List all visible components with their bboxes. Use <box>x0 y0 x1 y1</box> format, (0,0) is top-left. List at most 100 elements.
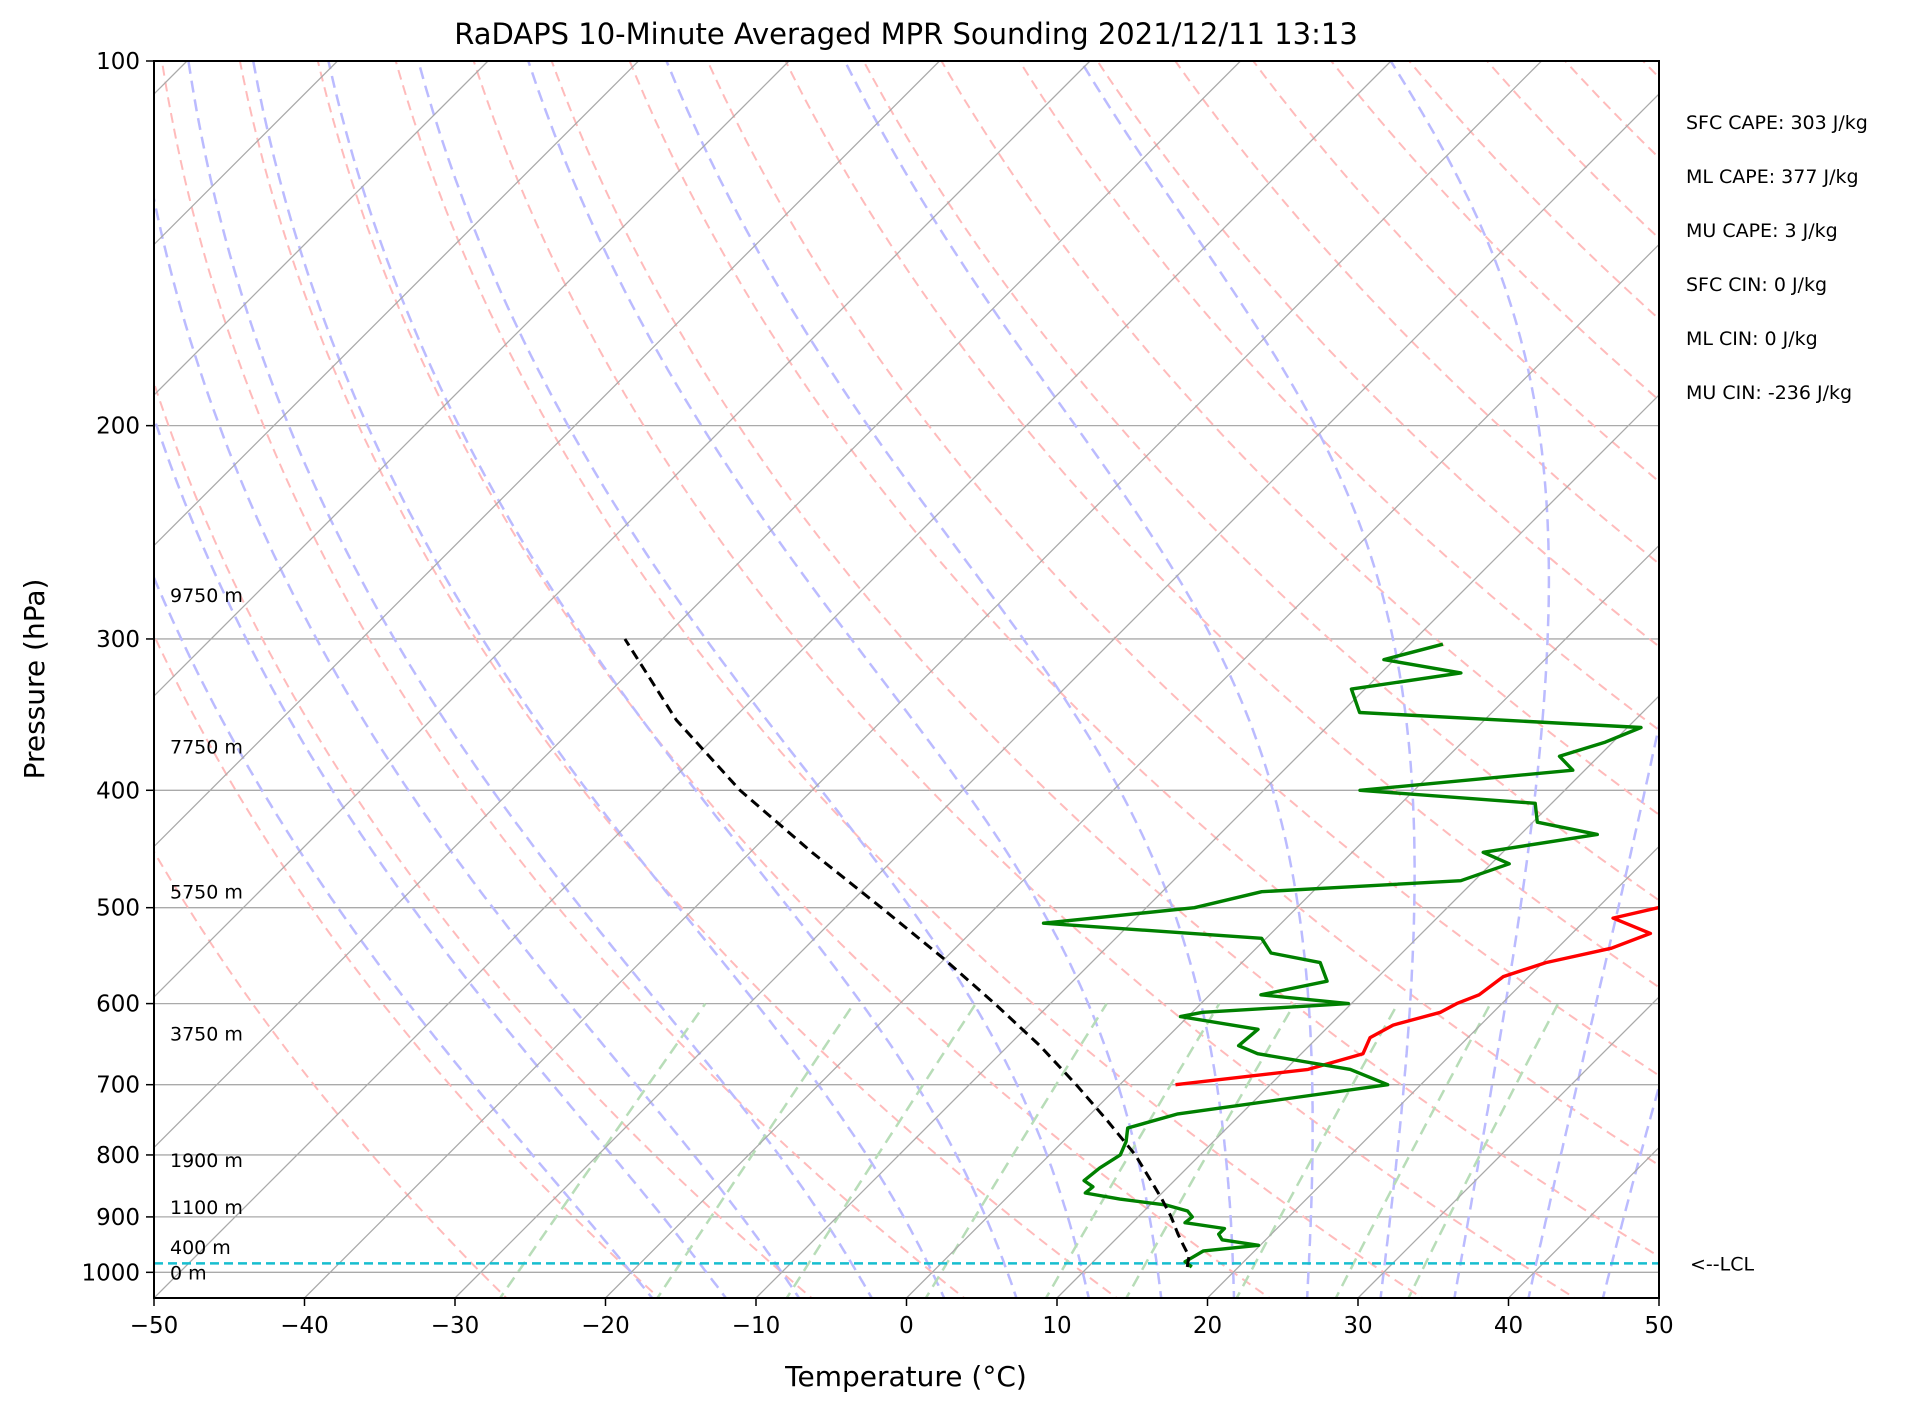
dry-adiabat <box>550 61 1659 1258</box>
height-label: 400 m <box>170 1237 231 1259</box>
height-label: 1100 m <box>170 1197 243 1219</box>
moist-adiabat <box>665 61 1236 1298</box>
y-tick-label: 200 <box>96 414 140 440</box>
temperature-profile <box>1175 905 1659 1087</box>
mixing-ratio-line <box>655 1002 855 1298</box>
moist-adiabats <box>154 61 1659 1298</box>
dry-adiabat <box>316 61 1272 1298</box>
dry-adiabat <box>1407 61 1659 321</box>
moist-adiabat <box>154 574 654 1298</box>
y-tick-label: 400 <box>96 778 140 804</box>
x-tick-label: 0 <box>899 1313 914 1339</box>
height-label: 1900 m <box>170 1150 243 1172</box>
height-labels: 0 m 400 m 1100 m 1900 m 3750 m 5750 m 7750 m 97… <box>170 585 243 1284</box>
x-axis-ticks: −50 −40 −30 −20 −10 0 10 20 30 40 50 <box>130 1298 1674 1339</box>
dewpoint-profile <box>1041 642 1643 1269</box>
mixing-ratio-line <box>498 1002 707 1298</box>
stats-panel: SFC CAPE: 303 J/kg ML CAPE: 377 J/kg MU CA… <box>1686 112 1868 404</box>
dry-adiabat <box>784 61 1659 989</box>
moist-adiabat <box>327 61 1018 1298</box>
dry-adiabat <box>1018 61 1659 732</box>
stat-label: SFC CAPE: 303 J/kg <box>1686 112 1868 134</box>
isotherm <box>154 61 489 396</box>
y-tick-label: 700 <box>96 1073 140 1099</box>
dry-adiabat <box>940 61 1659 816</box>
isotherm <box>454 93 1659 1298</box>
x-tick-label: −30 <box>431 1313 480 1339</box>
moist-adiabat <box>527 61 1163 1298</box>
stat-label: MU CIN: -236 J/kg <box>1686 382 1852 404</box>
isotherm <box>1357 996 1659 1298</box>
dry-adiabat <box>628 61 1659 1167</box>
stat-label: ML CAPE: 377 J/kg <box>1686 166 1859 188</box>
x-tick-label: −40 <box>280 1313 329 1339</box>
parcel-profile <box>623 638 1191 1268</box>
mixing-ratio-line <box>1044 1002 1221 1298</box>
x-tick-label: 30 <box>1343 1313 1372 1339</box>
dry-adiabats <box>154 61 1659 1298</box>
skewed-isotherms <box>154 61 1911 1298</box>
isotherm <box>154 61 940 848</box>
moist-adiabat <box>1079 61 1416 1298</box>
moist-adiabat <box>1527 720 1659 1298</box>
mixing-ratio-line <box>1235 1002 1399 1298</box>
x-tick-label: 20 <box>1193 1313 1222 1339</box>
height-label: 0 m <box>170 1262 207 1284</box>
pressure-gridlines <box>154 61 1659 1273</box>
mixing-ratio-lines <box>498 1002 1560 1298</box>
dry-adiabat <box>154 849 508 1298</box>
dry-adiabat <box>1096 61 1659 648</box>
isotherm <box>1207 845 1659 1298</box>
mixing-ratio-line <box>1334 1003 1492 1298</box>
dry-adiabat <box>154 379 814 1298</box>
isotherm <box>304 61 1542 1298</box>
mixing-ratio-line <box>1124 1002 1296 1298</box>
isotherm <box>1658 1297 1659 1298</box>
moist-adiabat <box>1601 1081 1659 1298</box>
moist-adiabat <box>843 61 1314 1298</box>
y-tick-label: 300 <box>96 627 140 653</box>
isotherm <box>154 61 1241 1149</box>
height-label: 5750 m <box>170 882 243 904</box>
y-tick-label: 100 <box>96 49 140 75</box>
dry-adiabat <box>472 61 1577 1298</box>
moist-adiabat <box>1389 61 1551 1298</box>
lcl-label: <--LCL <box>1690 1253 1754 1275</box>
moist-adiabat <box>154 193 801 1298</box>
isotherm <box>154 61 639 547</box>
chart-title: RaDAPS 10-Minute Averaged MPR Sounding 2… <box>454 17 1358 51</box>
moist-adiabat <box>417 61 1090 1298</box>
x-tick-label: −10 <box>732 1313 781 1339</box>
sounding-series <box>623 638 1659 1269</box>
plot-area: 0 m 400 m 1100 m 1900 m 3750 m 5750 m 7750 m 97… <box>154 61 1911 1298</box>
x-axis-label: Temperature (°C) <box>784 1360 1027 1393</box>
y-tick-label: 800 <box>96 1143 140 1169</box>
y-tick-label: 1000 <box>81 1260 140 1286</box>
stat-label: MU CAPE: 3 J/kg <box>1686 220 1838 242</box>
x-tick-label: 40 <box>1494 1313 1523 1339</box>
dry-adiabat <box>394 61 1424 1298</box>
stat-label: ML CIN: 0 J/kg <box>1686 328 1818 350</box>
isotherm <box>605 243 1659 1298</box>
y-tick-label: 600 <box>96 992 140 1018</box>
height-label: 3750 m <box>170 1023 243 1045</box>
moist-adiabat <box>187 61 874 1298</box>
x-tick-label: 10 <box>1042 1313 1071 1339</box>
y-tick-label: 900 <box>96 1205 140 1231</box>
isotherm <box>1810 61 1911 1298</box>
moist-adiabat <box>251 61 946 1298</box>
dry-adiabat <box>1252 61 1659 483</box>
y-axis-ticks: 100 200 300 400 500 600 700 800 900 1000 <box>81 49 154 1286</box>
height-label: 9750 m <box>170 585 243 607</box>
isotherm <box>154 61 1392 1298</box>
isotherm <box>154 61 790 697</box>
x-tick-label: 50 <box>1644 1313 1673 1339</box>
isotherm <box>755 394 1659 1298</box>
height-label: 7750 m <box>170 736 243 758</box>
y-axis-label: Pressure (hPa) <box>18 579 51 780</box>
mixing-ratio-line <box>1407 1003 1560 1298</box>
moist-adiabat <box>154 413 728 1298</box>
x-tick-label: −50 <box>130 1313 179 1339</box>
dry-adiabat <box>154 632 661 1298</box>
